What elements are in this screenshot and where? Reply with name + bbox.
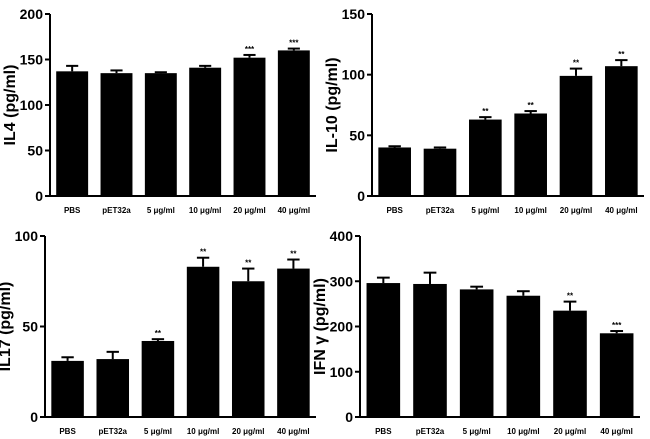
panel-3-significance-2: **: [155, 329, 162, 338]
panel-2-significance-5: **: [618, 50, 625, 59]
panel-4-significance-4: **: [567, 292, 574, 301]
panel-3-y-tick-label-1: 50: [22, 319, 38, 335]
panel-1-significance-4: ***: [245, 45, 255, 54]
panel-4-bar-2: [459, 289, 494, 417]
panel-2-bar-0: [378, 147, 411, 196]
panel-1-category-label-2: 5 μg/ml: [147, 206, 175, 215]
panel-2-significance-2: **: [482, 107, 489, 116]
panel-4-y-tick-label-4: 400: [330, 228, 354, 244]
panel-3-category-label-0: PBS: [59, 427, 76, 436]
panel-1-y-tick-label-3: 150: [20, 52, 44, 68]
panel-2-category-label-2: 5 μg/ml: [471, 206, 499, 215]
panel-4-bar-0: [366, 283, 401, 417]
panel-2-significance-4: **: [573, 59, 580, 68]
panel-4-category-label-1: pET32a: [416, 427, 445, 436]
panel-2-category-label-3: 10 μg/ml: [514, 206, 546, 215]
panel-4-y-tick-label-2: 200: [330, 319, 354, 335]
panel-2-category-label-5: 40 μg/ml: [605, 206, 637, 215]
panel-3-significance-5: **: [290, 250, 297, 259]
panel-2-y-tick-label-1: 50: [349, 127, 365, 143]
panel-2-bar-1: [423, 148, 457, 196]
panel-3-category-label-4: 20 μg/ml: [232, 427, 264, 436]
panel-4-bar-3: [506, 295, 541, 417]
panel-3-bar-1: [96, 359, 130, 417]
panel-2-significance-3: **: [528, 101, 535, 110]
panel-1-category-label-5: 40 μg/ml: [278, 206, 310, 215]
panel-1-y-tick-label-4: 200: [20, 6, 44, 22]
panel-2-category-label-1: pET32a: [426, 206, 455, 215]
panel-1-bar-5: [277, 50, 310, 197]
panel-3-bar-0: [51, 360, 84, 417]
panel-4-bar-5: [599, 333, 634, 417]
panel-4-y-tick-label-1: 100: [330, 364, 354, 380]
panel-1-y-tick-label-1: 50: [27, 143, 43, 159]
panel-3-y-label: IL17 (pg/ml): [0, 282, 14, 372]
panel-4-category-label-2: 5 μg/ml: [463, 427, 491, 436]
panel-3-category-label-1: pET32a: [99, 427, 128, 436]
panel-2-bar-2: [469, 119, 502, 196]
panel-1-bar-3: [189, 67, 222, 196]
panel-3-bar-2: [141, 340, 175, 417]
panel-1-category-label-1: pET32a: [102, 206, 131, 215]
panel-4-bar-1: [413, 283, 447, 417]
panel-4-y-tick-label-0: 0: [345, 409, 353, 425]
panel-3-bar-3: [186, 266, 220, 417]
panel-4-category-label-5: 40 μg/ml: [600, 427, 632, 436]
panel-1-category-label-3: 10 μg/ml: [189, 206, 221, 215]
panel-4-bar-4: [553, 310, 587, 417]
panel-2-category-label-4: 20 μg/ml: [560, 206, 592, 215]
panel-1-y-tick-label-2: 100: [20, 97, 44, 113]
panel-1-category-label-0: PBS: [64, 206, 81, 215]
panel-4-y-tick-label-3: 300: [330, 273, 354, 289]
panel-4-y-label: IFN γ (pg/ml): [312, 278, 329, 375]
panel-1-category-label-4: 20 μg/ml: [233, 206, 265, 215]
panel-2-y-tick-label-0: 0: [357, 188, 365, 204]
panel-3-category-label-5: 40 μg/ml: [277, 427, 309, 436]
panel-1-y-label: IL4 (pg/ml): [2, 65, 19, 146]
panel-1-significance-5: ***: [289, 39, 299, 48]
panel-1-bar-1: [100, 73, 133, 196]
panel-3-bar-4: [231, 281, 265, 417]
panel-3-category-label-2: 5 μg/ml: [144, 427, 172, 436]
panel-4-significance-5: ***: [612, 321, 622, 330]
panel-4-category-label-0: PBS: [375, 427, 392, 436]
panel-2-y-tick-label-3: 150: [342, 6, 366, 22]
panel-3-significance-3: **: [200, 248, 207, 257]
panel-3-bar-5: [277, 268, 310, 417]
panel-3-category-label-3: 10 μg/ml: [187, 427, 219, 436]
panel-4-category-label-3: 10 μg/ml: [507, 427, 539, 436]
panel-2-y-tick-label-2: 100: [342, 67, 366, 83]
panel-2-bar-5: [605, 66, 638, 196]
panel-1-bar-0: [56, 71, 89, 196]
panel-2-bar-3: [514, 113, 547, 196]
panel-2-y-label: IL-10 (pg/ml): [324, 57, 341, 152]
panel-1-bar-2: [144, 73, 177, 196]
panel-4-category-label-4: 20 μg/ml: [554, 427, 586, 436]
panel-3-significance-4: **: [245, 259, 252, 268]
panel-1-bar-4: [233, 57, 266, 197]
panel-2-category-label-0: PBS: [386, 206, 403, 215]
panel-3-y-tick-label-0: 0: [30, 409, 38, 425]
panel-2-bar-4: [559, 75, 593, 196]
panel-3-y-tick-label-2: 100: [15, 228, 39, 244]
panel-1-y-tick-label-0: 0: [35, 188, 43, 204]
